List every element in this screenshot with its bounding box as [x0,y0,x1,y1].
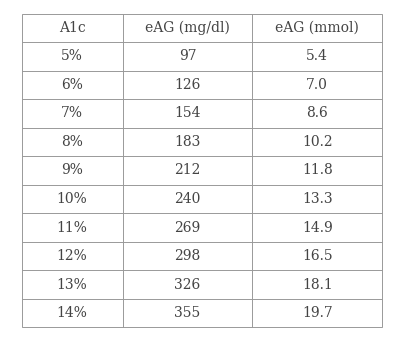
Text: 126: 126 [174,78,201,92]
Text: 7.0: 7.0 [307,78,328,92]
Text: 7%: 7% [61,106,83,120]
Text: 355: 355 [175,306,201,320]
Text: 19.7: 19.7 [302,306,333,320]
Text: 326: 326 [175,278,201,292]
Text: 183: 183 [174,135,201,149]
Text: 12%: 12% [57,249,87,263]
Text: 14%: 14% [57,306,87,320]
Text: 14.9: 14.9 [302,221,333,235]
Text: 212: 212 [174,163,201,178]
Text: 18.1: 18.1 [302,278,333,292]
Text: 16.5: 16.5 [302,249,333,263]
Text: 269: 269 [175,221,201,235]
Text: 11.8: 11.8 [302,163,333,178]
Text: 8%: 8% [61,135,83,149]
Text: 8.6: 8.6 [307,106,328,120]
Text: 5%: 5% [61,49,83,63]
Text: 9%: 9% [61,163,83,178]
Text: 10.2: 10.2 [302,135,333,149]
Text: 97: 97 [179,49,196,63]
Text: 154: 154 [174,106,201,120]
Text: 5.4: 5.4 [307,49,328,63]
Text: 11%: 11% [57,221,87,235]
Text: 13%: 13% [57,278,87,292]
Text: 13.3: 13.3 [302,192,333,206]
Text: 10%: 10% [57,192,87,206]
Text: eAG (mg/dl): eAG (mg/dl) [145,21,230,35]
Text: 6%: 6% [61,78,83,92]
Text: eAG (mmol): eAG (mmol) [275,21,359,35]
Text: A1c: A1c [59,21,85,35]
Text: 240: 240 [174,192,201,206]
Text: 298: 298 [175,249,201,263]
